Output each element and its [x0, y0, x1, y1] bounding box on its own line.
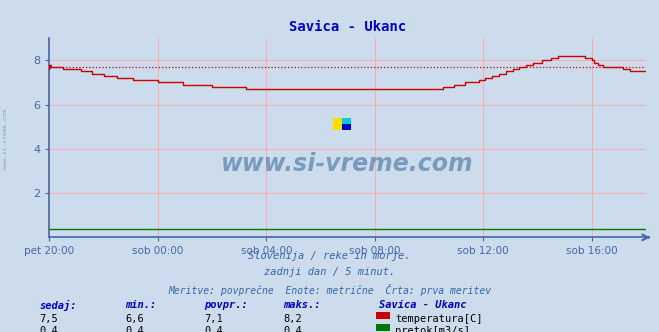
Text: maks.:: maks.:: [283, 300, 321, 310]
FancyBboxPatch shape: [341, 118, 351, 130]
Text: 0,4: 0,4: [283, 326, 302, 332]
Text: www.si-vreme.com: www.si-vreme.com: [3, 110, 8, 169]
Text: povpr.:: povpr.:: [204, 300, 248, 310]
Text: temperatura[C]: temperatura[C]: [395, 314, 483, 324]
Text: Slovenija / reke in morje.: Slovenija / reke in morje.: [248, 251, 411, 261]
Text: 7,1: 7,1: [204, 314, 223, 324]
Text: 0,4: 0,4: [125, 326, 144, 332]
Text: 0,4: 0,4: [40, 326, 58, 332]
Text: sedaj:: sedaj:: [40, 300, 77, 311]
FancyBboxPatch shape: [341, 124, 351, 130]
Text: 8,2: 8,2: [283, 314, 302, 324]
Text: zadnji dan / 5 minut.: zadnji dan / 5 minut.: [264, 267, 395, 277]
Text: Meritve: povprečne  Enote: metrične  Črta: prva meritev: Meritve: povprečne Enote: metrične Črta:…: [168, 284, 491, 296]
Text: 7,5: 7,5: [40, 314, 58, 324]
Text: 0,4: 0,4: [204, 326, 223, 332]
Title: Savica - Ukanc: Savica - Ukanc: [289, 20, 406, 34]
Text: Savica - Ukanc: Savica - Ukanc: [379, 300, 467, 310]
Text: min.:: min.:: [125, 300, 156, 310]
Text: 6,6: 6,6: [125, 314, 144, 324]
Text: pretok[m3/s]: pretok[m3/s]: [395, 326, 471, 332]
Text: www.si-vreme.com: www.si-vreme.com: [221, 152, 474, 176]
FancyBboxPatch shape: [333, 118, 351, 130]
